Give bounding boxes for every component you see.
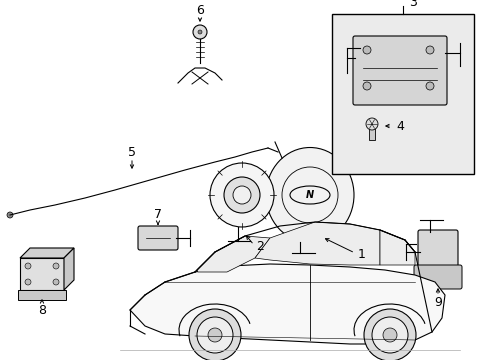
FancyBboxPatch shape (352, 36, 446, 105)
Bar (331, 14, 473, 174)
Polygon shape (379, 230, 414, 265)
Circle shape (362, 46, 370, 54)
Text: 5: 5 (128, 145, 136, 158)
Text: 3: 3 (408, 0, 416, 9)
Circle shape (382, 328, 396, 342)
Polygon shape (64, 248, 74, 290)
Text: 8: 8 (38, 303, 46, 316)
Circle shape (425, 82, 433, 90)
Polygon shape (130, 264, 444, 344)
Circle shape (371, 317, 407, 353)
Polygon shape (20, 248, 74, 258)
FancyBboxPatch shape (138, 226, 178, 250)
Text: 1: 1 (357, 248, 365, 261)
Text: 9: 9 (433, 296, 441, 309)
Circle shape (25, 279, 31, 285)
Circle shape (362, 82, 370, 90)
Circle shape (53, 263, 59, 269)
Ellipse shape (265, 148, 353, 243)
Circle shape (224, 177, 260, 213)
Text: 2: 2 (256, 240, 264, 253)
Text: 4: 4 (395, 120, 403, 132)
Circle shape (7, 212, 13, 218)
FancyBboxPatch shape (413, 265, 461, 289)
Bar (368, 128, 374, 140)
FancyBboxPatch shape (417, 230, 457, 269)
Circle shape (25, 263, 31, 269)
Circle shape (189, 309, 241, 360)
Text: N: N (305, 190, 313, 200)
Circle shape (363, 309, 415, 360)
Polygon shape (254, 222, 379, 265)
Circle shape (193, 25, 206, 39)
Text: 6: 6 (196, 4, 203, 17)
Circle shape (365, 118, 377, 130)
Circle shape (425, 46, 433, 54)
Circle shape (198, 30, 202, 34)
Circle shape (207, 328, 222, 342)
Bar (20, 258, 64, 290)
Circle shape (197, 317, 232, 353)
Circle shape (53, 279, 59, 285)
Bar (18, 290, 66, 300)
Circle shape (209, 163, 273, 227)
Polygon shape (197, 236, 269, 272)
Text: 7: 7 (154, 208, 162, 221)
Circle shape (232, 186, 250, 204)
